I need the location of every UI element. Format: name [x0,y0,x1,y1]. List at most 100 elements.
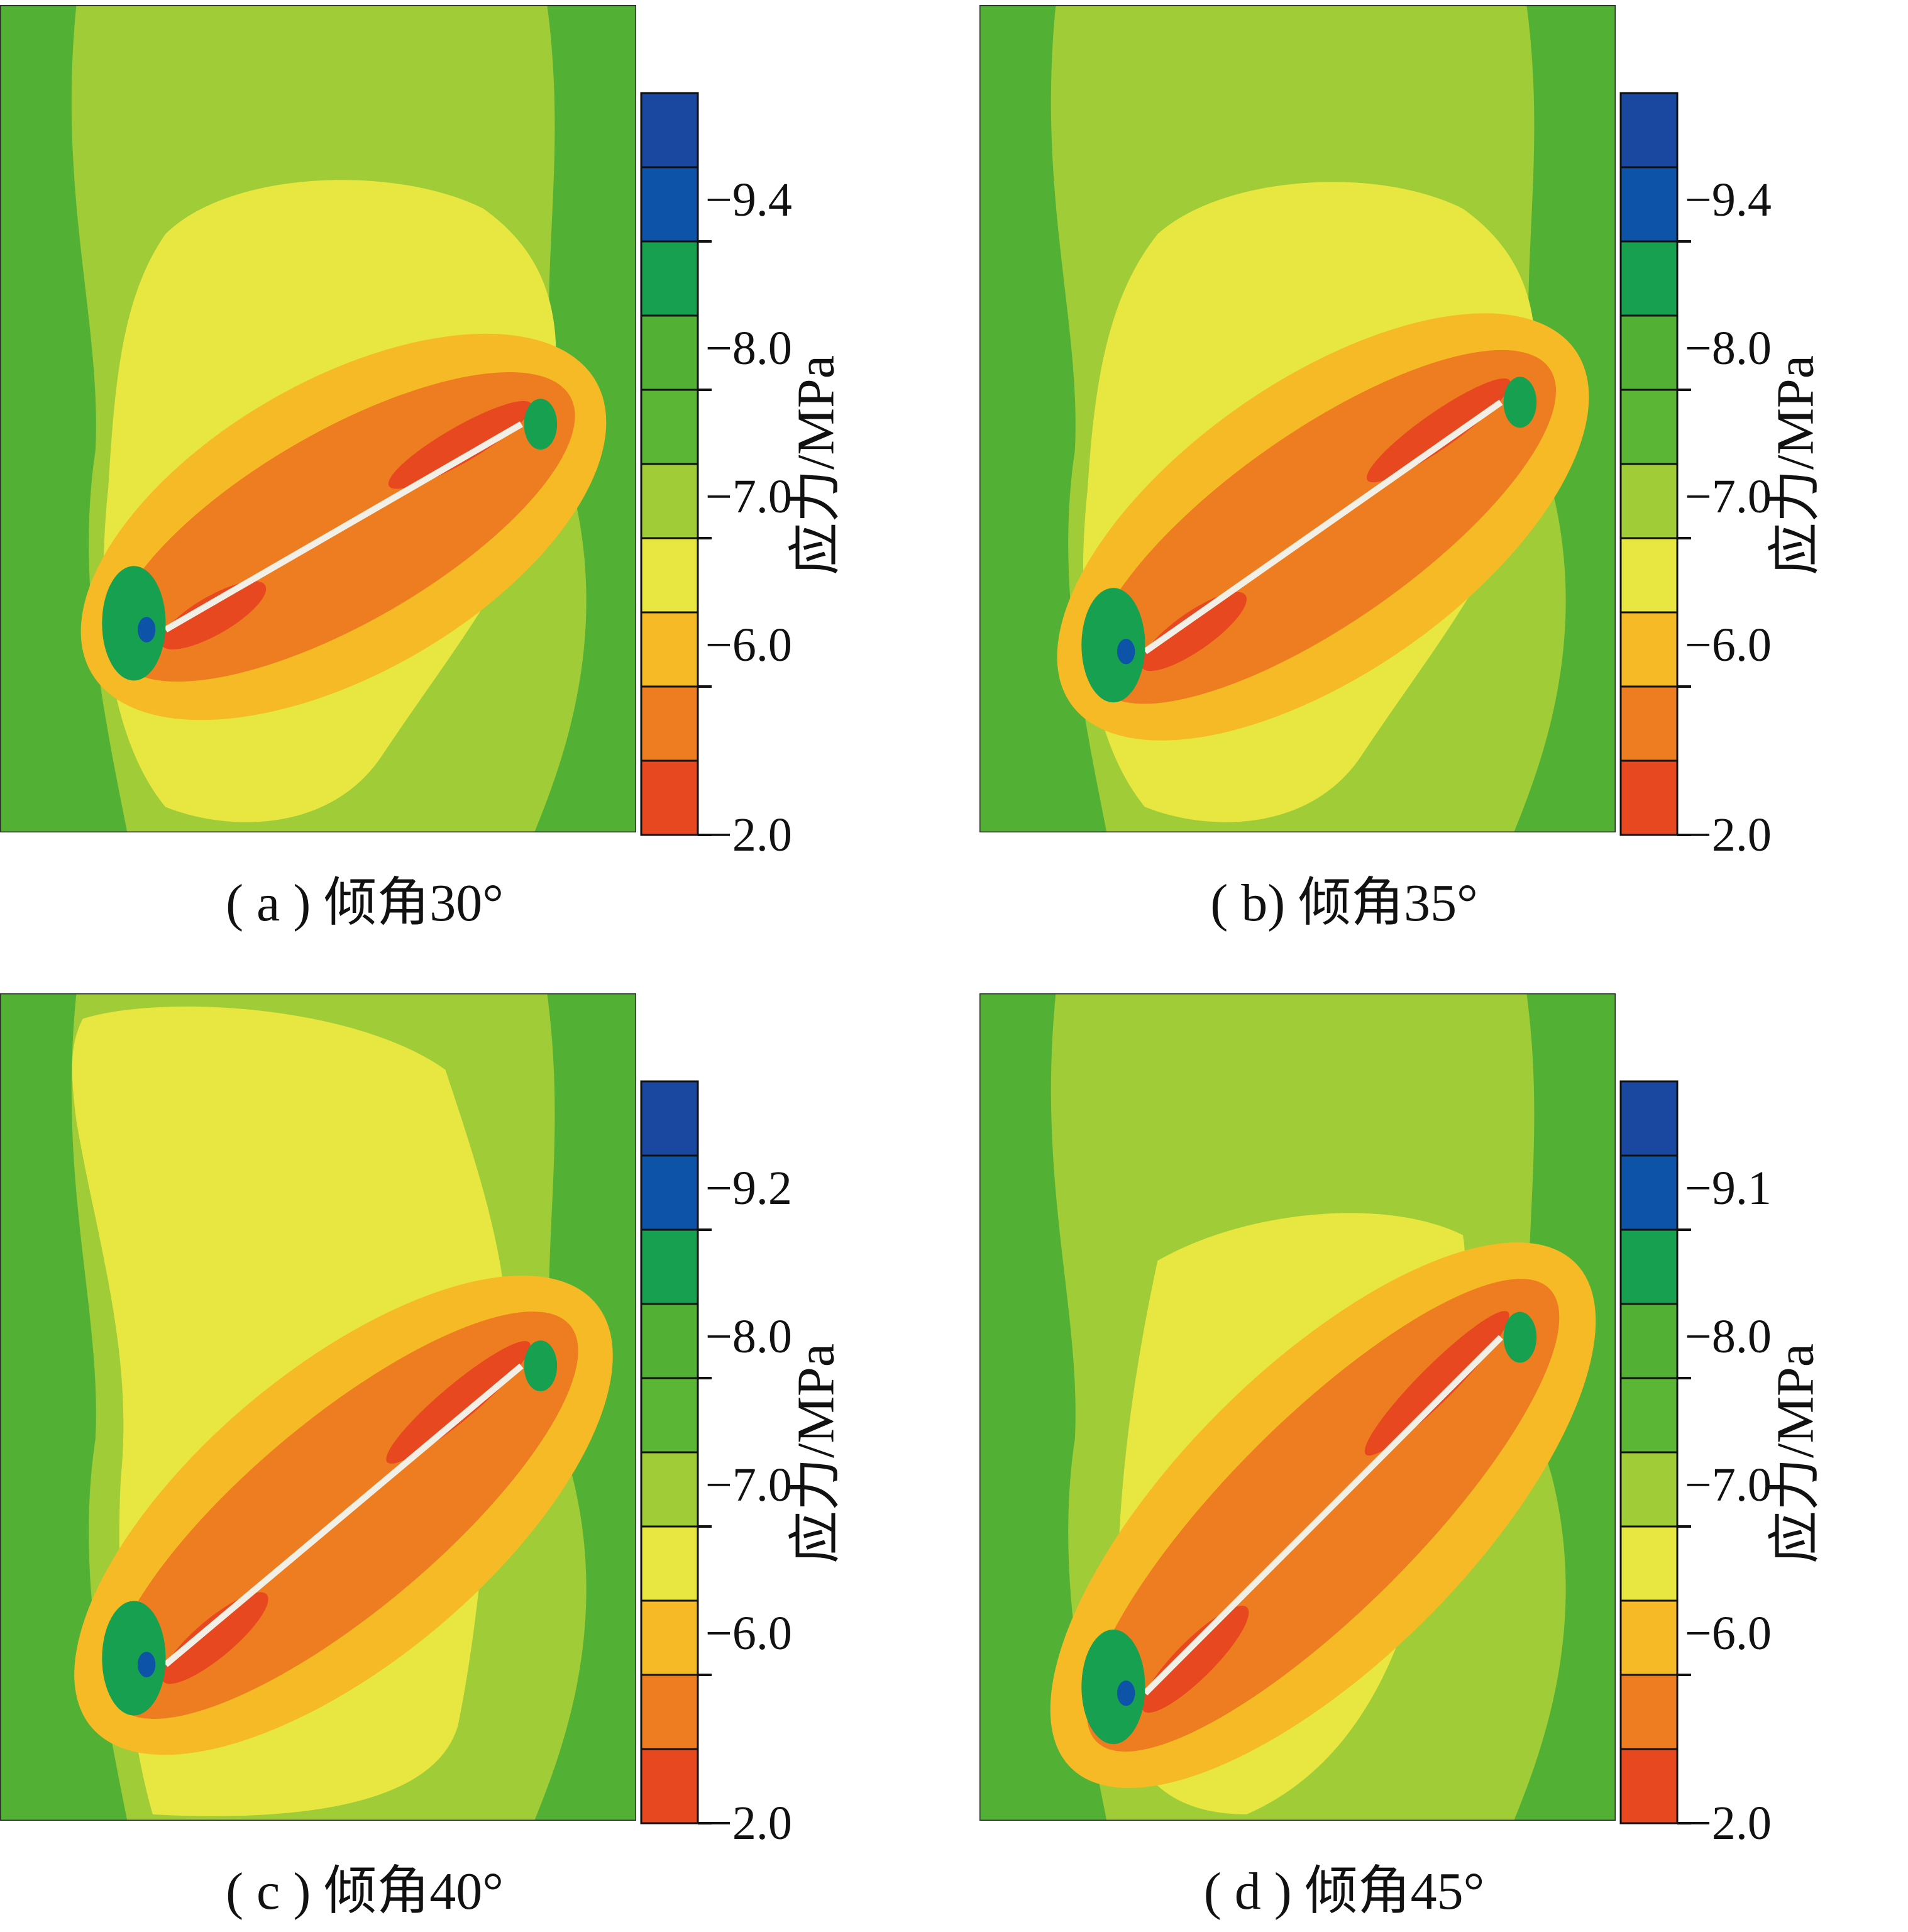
tip-zone-lower [102,1601,166,1716]
panel-caption: ( b) 倾角35° [1210,874,1478,932]
tip-zone-upper [524,1340,558,1392]
colorbar-band [640,166,699,243]
colorbar-band [640,1674,699,1750]
colorbar-tick-label: −2.0 [1685,809,1772,861]
fracture-zone-group [80,333,607,720]
colorbar-band [640,1080,699,1157]
stress-contour-map [979,993,1616,1821]
fracture-zone-group [1057,313,1589,741]
colorbar-band [640,537,699,614]
colorbar-band [1619,1080,1679,1157]
colorbar-unit-label: 应力/MPa [786,355,846,576]
colorbar-tick-label: −8.0 [705,322,792,375]
colorbar-band [1619,1525,1679,1602]
colorbar-band [1619,1674,1679,1750]
colorbar-band [1619,1228,1679,1305]
fracture-zone-group [74,1275,613,1755]
colorbar-band [640,611,699,688]
colorbar-tick-label: −7.0 [1685,470,1772,523]
colorbar-svg [1619,92,1691,836]
stress-contour-map [0,993,636,1821]
colorbar-band [640,92,699,168]
panel-caption: ( a ) 倾角30° [226,874,504,932]
colorbar-tick-label: −7.0 [1685,1459,1772,1511]
stress-contour-map [0,5,636,832]
colorbar-band [1619,389,1679,465]
contour-zone-red-lower [1142,1606,1249,1713]
colorbar-tick-label: −6.0 [705,1607,792,1660]
colorbar-svg [640,1080,712,1824]
contour-zone-red-upper [1367,378,1511,483]
colorbar-band [1619,611,1679,688]
colorbar-band [1619,685,1679,762]
colorbar-tick-label: −9.1 [1685,1162,1772,1215]
contour-svg [0,5,636,832]
tip-zone-lower-core [1117,639,1135,665]
colorbar-tick-label: −8.0 [1685,322,1772,375]
colorbar-band [1619,314,1679,391]
colorbar-svg [640,92,712,836]
tip-zone-lower-core [1117,1680,1135,1706]
stress-contour-map [979,5,1616,832]
colorbar-tick-label: −9.4 [705,174,792,226]
contour-zone-red-upper [386,1341,531,1464]
colorbar-tick-label: −2.0 [1685,1797,1772,1850]
contour-zone-red-upper [388,400,532,489]
colorbar-band [1619,1154,1679,1231]
colorbar-tick-label: −6.0 [705,619,792,671]
colorbar-band [640,1377,699,1454]
tip-zone-lower [1081,588,1145,703]
colorbar [640,92,712,836]
fracture-line [1143,399,1503,654]
colorbar-band [640,759,699,836]
colorbar [1619,92,1691,836]
contour-svg [979,993,1616,1821]
colorbar-svg [1619,1080,1691,1824]
colorbar [640,1080,712,1824]
colorbar-tick-label: −2.0 [705,809,792,861]
tip-zone-upper [1503,1311,1537,1363]
colorbar-unit-label: 应力/MPa [1766,355,1825,576]
fracture-line [163,421,523,632]
colorbar-band [640,463,699,539]
contour-svg [979,5,1616,832]
panel-caption: ( c ) 倾角40° [226,1862,504,1921]
colorbar-band [1619,1451,1679,1528]
colorbar-band [1619,166,1679,243]
tip-zone-lower [1081,1629,1145,1745]
colorbar-band [1619,1599,1679,1676]
panel-caption: ( d ) 倾角45° [1203,1862,1485,1921]
colorbar-tick-label: −9.4 [1685,174,1772,226]
contour-zone-red-upper [1364,1311,1509,1456]
fracture-line [163,1363,524,1667]
colorbar-band [640,240,699,317]
colorbar-band [640,685,699,762]
colorbar-tick-label: −6.0 [1685,619,1772,671]
colorbar-unit-label: 应力/MPa [1766,1343,1825,1564]
colorbar [1619,1080,1691,1824]
colorbar-band [640,1228,699,1305]
colorbar-tick-label: −8.0 [705,1310,792,1363]
contour-svg [0,993,636,1821]
colorbar-tick-label: −2.0 [705,1797,792,1850]
tip-zone-lower [102,566,166,681]
tip-zone-upper [524,399,558,450]
colorbar-unit-label: 应力/MPa [786,1343,846,1564]
colorbar-band [1619,537,1679,614]
colorbar-tick-label: −9.2 [705,1162,792,1215]
colorbar-tick-label: −7.0 [705,470,792,523]
colorbar-band [640,1303,699,1379]
colorbar-tick-label: −8.0 [1685,1310,1772,1363]
colorbar-band [1619,240,1679,317]
colorbar-tick-label: −7.0 [705,1459,792,1511]
panel-a: −9.4 −8.0 −7.0 −6.0 −2.0 应力/MPa ( a ) 倾角… [0,0,905,932]
colorbar-band [1619,463,1679,539]
tip-zone-lower-core [137,1652,156,1677]
tip-zone-lower-core [137,617,156,643]
colorbar-band [640,1748,699,1824]
colorbar-band [1619,759,1679,836]
contour-zone-red-lower [1140,592,1247,671]
colorbar-band [640,389,699,465]
panel-c: −9.2 −8.0 −7.0 −6.0 −2.0 应力/MPa ( c ) 倾角… [0,988,905,1920]
colorbar-band [640,1451,699,1528]
